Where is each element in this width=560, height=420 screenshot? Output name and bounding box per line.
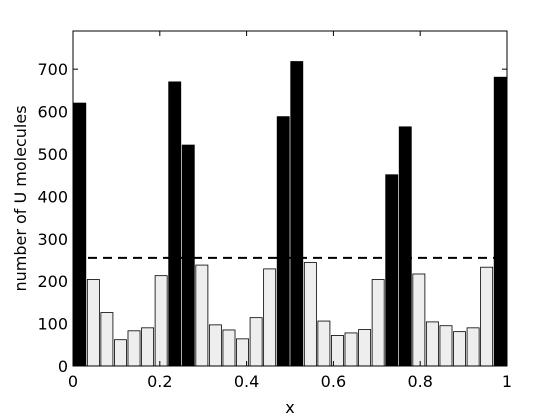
bar-2 — [100, 312, 114, 367]
bar-20 — [344, 332, 358, 367]
bar-21 — [358, 329, 372, 367]
bar-9 — [195, 264, 209, 367]
bar-25 — [412, 273, 426, 367]
bar-10 — [208, 324, 222, 367]
y-tick-label-5: 500 — [37, 145, 68, 164]
y-axis-label: number of U molecules — [11, 105, 30, 291]
bar-6 — [154, 275, 168, 367]
bar-18 — [317, 320, 331, 367]
axes-frame — [72, 30, 508, 367]
bars-layer — [73, 61, 507, 367]
y-tick-label-2: 200 — [37, 272, 68, 291]
bar-0 — [73, 102, 87, 367]
x-tick-label-0: 0 — [68, 372, 78, 391]
x-tick-label-4: 0.8 — [407, 372, 432, 391]
bar-22 — [371, 279, 385, 367]
bar-28 — [453, 331, 466, 367]
bar-1 — [86, 279, 100, 367]
x-tick-label-5: 1 — [502, 372, 512, 391]
y-tick-label-3: 300 — [37, 230, 68, 249]
bar-24 — [398, 126, 412, 367]
bar-13 — [249, 317, 263, 367]
bar-29 — [466, 327, 480, 367]
ticks-layer: 0 0.2 0.4 0.6 0.8 1 0 100 200 300 400 500 600 700 — [37, 31, 512, 391]
bar-7 — [168, 81, 182, 367]
bar-30 — [480, 266, 494, 367]
bar-26 — [425, 321, 439, 367]
bar-17 — [303, 262, 317, 367]
y-tick-label-6: 600 — [37, 103, 68, 122]
bar-27 — [439, 325, 453, 367]
y-tick-label-4: 400 — [37, 187, 68, 206]
bar-5 — [141, 327, 155, 367]
x-tick-label-2: 0.4 — [234, 372, 259, 391]
bar-11 — [222, 329, 236, 367]
bar-3 — [114, 339, 127, 367]
x-tick-label-1: 0.2 — [147, 372, 172, 391]
bar-16 — [290, 61, 304, 367]
y-tick-label-1: 100 — [37, 315, 68, 334]
bar-14 — [263, 268, 277, 367]
bar-4 — [127, 330, 141, 367]
bar-15 — [276, 116, 290, 367]
x-axis-label: x — [285, 398, 294, 417]
y-tick-label-0: 0 — [58, 357, 68, 376]
bar-8 — [181, 144, 195, 367]
bar-31 — [493, 76, 507, 367]
bar-23 — [385, 174, 399, 367]
y-tick-label-7: 700 — [37, 60, 68, 79]
x-tick-label-3: 0.6 — [321, 372, 346, 391]
